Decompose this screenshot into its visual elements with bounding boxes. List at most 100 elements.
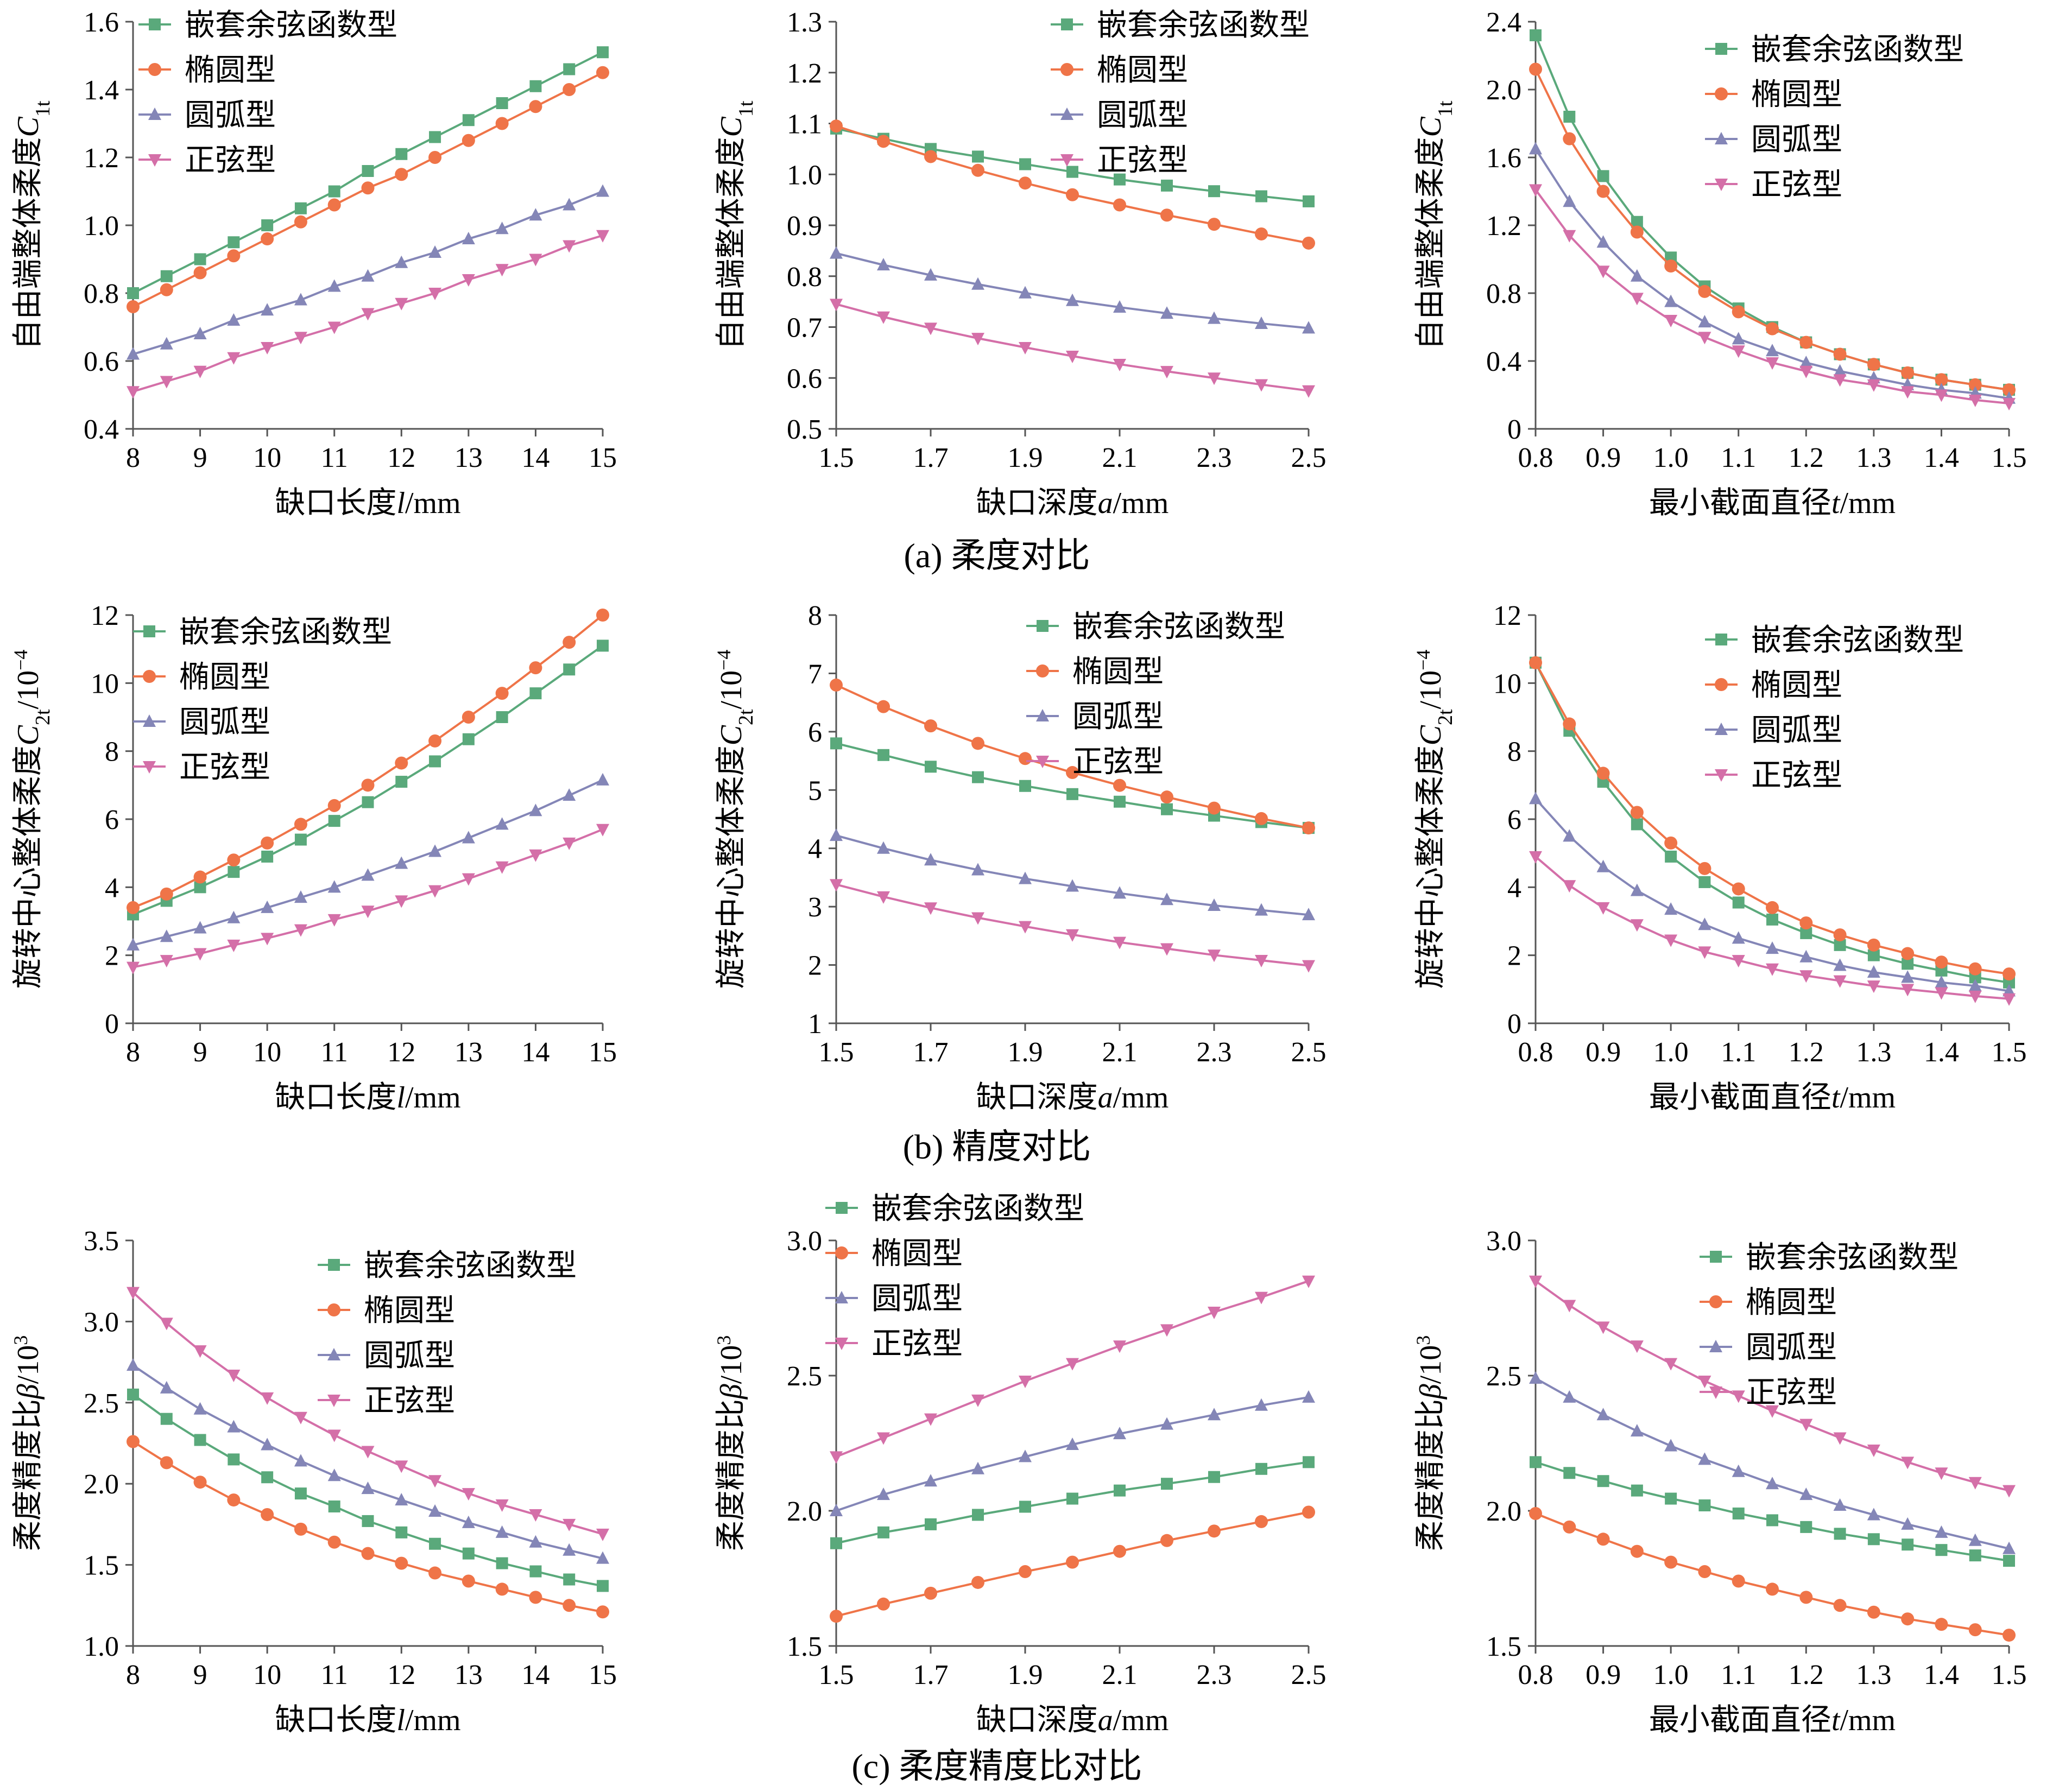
series-3 bbox=[830, 1390, 1315, 1516]
series-4 bbox=[1529, 1275, 2016, 1498]
data-point bbox=[429, 131, 441, 143]
data-point bbox=[1019, 921, 1032, 934]
data-point bbox=[193, 365, 207, 378]
legend-label: 嵌套余弦函数型 bbox=[1097, 9, 1310, 42]
data-point bbox=[462, 873, 475, 886]
data-point bbox=[127, 1388, 139, 1401]
data-point bbox=[429, 1537, 441, 1550]
data-point bbox=[2003, 993, 2016, 1006]
legend-marker bbox=[1709, 1386, 1722, 1399]
legend-item-1: 嵌套余弦函数型 bbox=[133, 616, 392, 649]
data-point bbox=[361, 1547, 375, 1560]
data-point bbox=[227, 249, 241, 263]
data-point bbox=[830, 119, 843, 133]
data-point bbox=[1066, 1555, 1079, 1569]
data-point bbox=[596, 609, 609, 622]
data-point bbox=[261, 1508, 274, 1521]
legend-label: 嵌套余弦函数型 bbox=[364, 1249, 577, 1283]
data-point bbox=[1902, 1538, 1914, 1551]
series-line bbox=[836, 883, 1309, 967]
legend-marker bbox=[143, 670, 156, 683]
series-4 bbox=[830, 1275, 1315, 1464]
data-point bbox=[971, 277, 984, 290]
x-tick-label: 1.5 bbox=[1992, 442, 2027, 473]
data-point bbox=[160, 887, 173, 901]
y-tick-label: 1.0 bbox=[787, 160, 822, 191]
data-point bbox=[1630, 1424, 1644, 1437]
series-3 bbox=[830, 246, 1315, 334]
x-tick-label: 1.9 bbox=[1008, 1037, 1043, 1068]
data-point bbox=[1596, 902, 1610, 915]
caption-c: (c) 柔度精度比对比 bbox=[851, 1747, 1142, 1785]
data-point bbox=[327, 1535, 341, 1549]
data-point bbox=[1597, 170, 1609, 182]
legend-item-1: 嵌套余弦函数型 bbox=[1705, 33, 1964, 67]
data-point bbox=[563, 1599, 576, 1612]
data-point bbox=[1630, 806, 1644, 819]
y-tick-label: 0.4 bbox=[1486, 346, 1521, 377]
y-tick-label: 4 bbox=[1507, 872, 1521, 903]
data-point bbox=[194, 881, 206, 894]
data-point bbox=[1766, 1514, 1778, 1527]
legend-label: 正弦型 bbox=[1751, 168, 1842, 202]
chart-9: 0.8 0.9 1.0 1.1 1.2 1.3 1.4 1.5 1.5 2.0 2.5 3.0 柔度精度… bbox=[1412, 1226, 2027, 1737]
data-point bbox=[294, 1454, 307, 1467]
data-point bbox=[1834, 939, 1846, 951]
x-axis-label: 最小截面直径t/mm bbox=[1649, 486, 1896, 520]
data-point bbox=[127, 1358, 140, 1371]
legend-marker bbox=[1715, 723, 1728, 735]
series-line bbox=[1534, 662, 2010, 984]
data-point bbox=[193, 870, 207, 884]
data-point bbox=[971, 1575, 984, 1589]
data-point bbox=[563, 636, 576, 649]
data-point bbox=[924, 1586, 937, 1600]
legend-item-2: 椭圆型 bbox=[1051, 54, 1188, 87]
data-point bbox=[1698, 284, 1711, 298]
data-point bbox=[496, 97, 508, 109]
data-point bbox=[1799, 916, 1813, 930]
legend-label: 圆弧型 bbox=[1097, 99, 1188, 132]
y-tick-label: 1.6 bbox=[84, 7, 119, 38]
data-point bbox=[1766, 322, 1779, 335]
data-point bbox=[1066, 293, 1079, 306]
series-3 bbox=[1529, 791, 2016, 997]
data-point bbox=[924, 268, 937, 281]
data-point bbox=[294, 293, 307, 306]
data-point bbox=[924, 1413, 937, 1426]
data-point bbox=[1902, 958, 1914, 970]
data-point bbox=[597, 639, 609, 652]
x-tick-label: 0.8 bbox=[1518, 1660, 1553, 1690]
legend-marker bbox=[1709, 1295, 1722, 1308]
data-point bbox=[2003, 1555, 2015, 1567]
data-point bbox=[1563, 194, 1576, 207]
data-point bbox=[1935, 1525, 1948, 1538]
data-point bbox=[294, 833, 307, 846]
data-point bbox=[1066, 879, 1079, 892]
data-point bbox=[328, 815, 340, 827]
series-line bbox=[1534, 68, 2010, 391]
data-point bbox=[1732, 931, 1745, 944]
x-tick-label: 11 bbox=[321, 1660, 348, 1690]
data-point bbox=[1664, 1439, 1678, 1452]
data-point bbox=[1800, 927, 1812, 939]
data-point bbox=[1019, 176, 1032, 190]
data-point bbox=[294, 924, 307, 937]
data-point bbox=[362, 796, 374, 808]
data-point bbox=[1968, 990, 1982, 1003]
legend-label: 椭圆型 bbox=[185, 54, 276, 87]
y-tick-label: 0.6 bbox=[84, 346, 119, 377]
data-point bbox=[563, 837, 576, 850]
data-point bbox=[1208, 1471, 1220, 1483]
data-point bbox=[2003, 1485, 2016, 1498]
x-tick-label: 2.3 bbox=[1197, 1037, 1232, 1068]
data-point bbox=[1901, 386, 1915, 399]
legend-marker bbox=[1036, 756, 1049, 768]
x-tick-label: 1.4 bbox=[1924, 442, 1959, 473]
legend-label: 椭圆型 bbox=[1751, 78, 1842, 112]
data-point bbox=[1066, 188, 1079, 201]
data-point bbox=[1596, 185, 1610, 198]
data-point bbox=[2003, 1629, 2016, 1642]
data-point bbox=[1766, 913, 1778, 926]
data-point bbox=[1799, 356, 1813, 369]
data-point bbox=[1066, 350, 1079, 363]
